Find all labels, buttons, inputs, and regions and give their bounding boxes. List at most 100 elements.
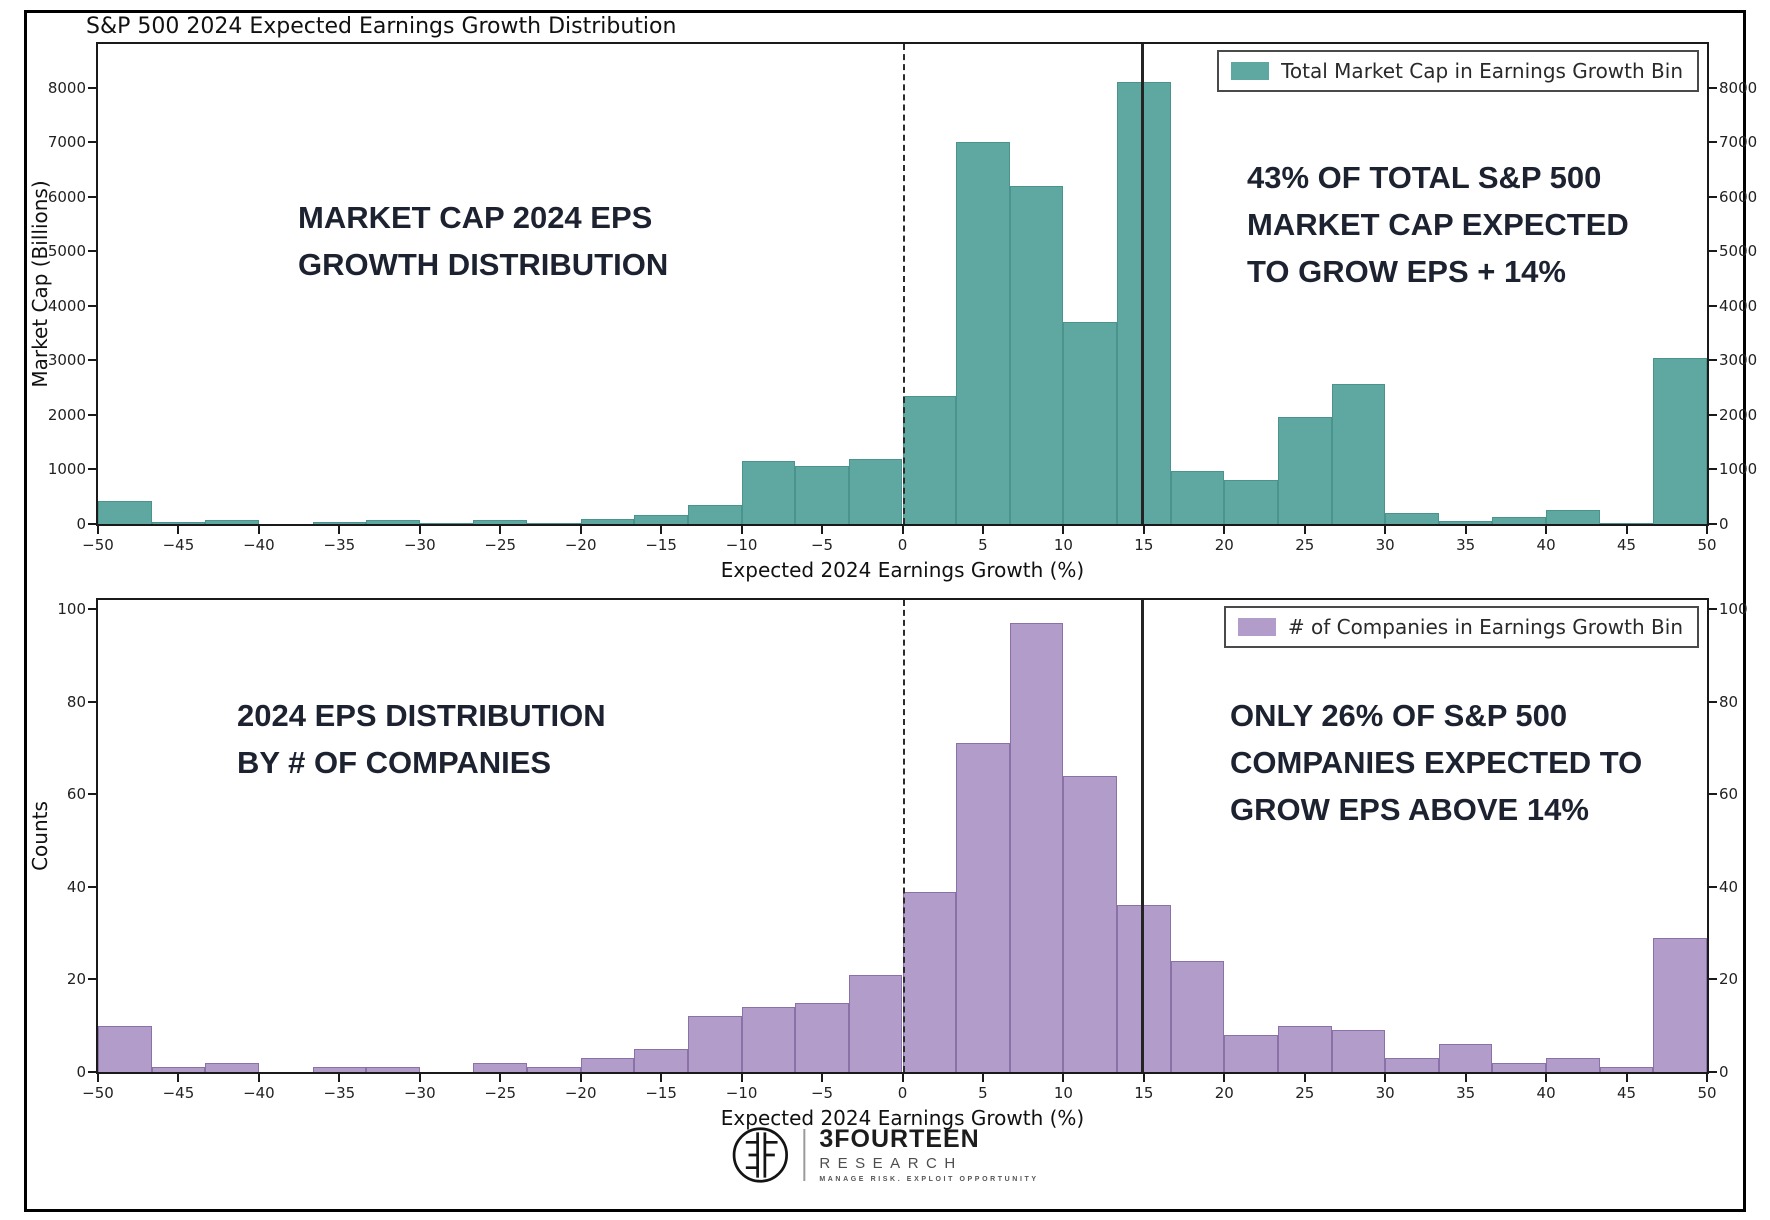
histogram-bar (98, 1025, 152, 1072)
y-tick-label: 80 (66, 692, 86, 711)
x-tick-label: 40 (1536, 1084, 1556, 1102)
y-tick-label: 5000 (1719, 242, 1758, 261)
figure-title: S&P 500 2024 Expected Earnings Growth Di… (86, 14, 677, 39)
y-tick-label: 6000 (47, 187, 86, 206)
y-tick-label: 80 (1719, 692, 1739, 711)
y-axis-title-bottom: Counts (28, 801, 52, 871)
y-tick (1709, 468, 1717, 471)
histogram-bar (1546, 1058, 1600, 1072)
x-tick-label: −20 (564, 536, 597, 554)
y-tick (88, 468, 96, 471)
x-tick (1464, 526, 1467, 534)
y-tick (1709, 250, 1717, 253)
logo-name: 3FOURTEEN (819, 1125, 980, 1153)
x-tick (1706, 1074, 1708, 1082)
y-tick-label: 8000 (47, 78, 86, 97)
y-tick (88, 304, 96, 307)
companies-bars (98, 600, 1707, 1072)
histogram-bar (1653, 937, 1707, 1072)
y-tick-label: 6000 (1719, 187, 1758, 206)
x-tick-label: −40 (243, 536, 275, 554)
histogram-bar (1224, 1034, 1278, 1072)
y-tick (88, 359, 96, 362)
y-tick-label: 7000 (1719, 133, 1758, 152)
y-tick-label: 3000 (47, 351, 86, 370)
x-tick (177, 1074, 180, 1082)
logo-tagline: MANAGE RISK. EXPLOIT OPPORTUNITY (819, 1176, 1039, 1183)
histogram-bar (580, 1058, 635, 1072)
x-tick (821, 526, 824, 534)
x-tick (338, 1074, 341, 1082)
y-tick (1709, 141, 1717, 144)
x-tick-label: 50 (1697, 1084, 1717, 1102)
x-tick-label: −30 (403, 536, 436, 554)
x-tick-label: −5 (810, 536, 834, 554)
histogram-bar (902, 395, 957, 524)
histogram-bar (1009, 185, 1064, 524)
x-tick-label: −15 (645, 536, 677, 554)
histogram-bar (312, 522, 367, 524)
y-tick-label: 0 (1719, 515, 1729, 533)
histogram-bar (1224, 480, 1278, 524)
x-tick (1303, 526, 1306, 534)
y-tick-label: 20 (66, 970, 86, 989)
x-tick-label: −25 (484, 1084, 517, 1102)
x-tick-label: 20 (1214, 536, 1234, 554)
x-tick (97, 1074, 99, 1082)
histogram-bar (956, 743, 1010, 1072)
x-tick-label: −40 (243, 1084, 275, 1102)
histogram-bar (473, 1062, 528, 1072)
histogram-bar (1117, 905, 1171, 1072)
purple-legend-swatch (1237, 618, 1276, 636)
x-tick (1706, 526, 1708, 534)
y-tick-label: 100 (57, 600, 86, 619)
y-tick-label: 4000 (47, 296, 86, 315)
x-tick (257, 1074, 260, 1082)
x-tick-label: 15 (1134, 536, 1154, 554)
x-tick (1062, 526, 1065, 534)
x-tick-label: 5 (978, 1084, 988, 1102)
histogram-bar (1277, 1025, 1332, 1072)
y-tick (88, 250, 96, 253)
histogram-bar (1492, 1062, 1547, 1072)
x-tick-label: −30 (403, 1084, 436, 1102)
histogram-bar (848, 974, 903, 1072)
histogram-bar (1438, 520, 1493, 524)
x-tick (1142, 1074, 1145, 1082)
x-tick-label: −35 (323, 536, 356, 554)
companies-legend-label: # of Companies in Earnings Growth Bin (1287, 615, 1683, 639)
x-tick (579, 1074, 582, 1082)
x-tick-label: 30 (1375, 1084, 1395, 1102)
market-cap-legend: Total Market Cap in Earnings Growth Bin (1217, 50, 1699, 92)
y-tick (88, 608, 96, 611)
histogram-bar (1385, 1058, 1439, 1072)
x-tick-label: −50 (82, 1084, 114, 1102)
histogram-bar (366, 520, 420, 524)
y-tick (88, 141, 96, 144)
histogram-bar (151, 1067, 206, 1072)
y-tick-label: 3000 (1719, 351, 1758, 370)
histogram-bar (1331, 384, 1386, 524)
3fourteen-logo-icon (732, 1127, 788, 1183)
histogram-bar (1009, 623, 1064, 1072)
histogram-bar (1170, 960, 1225, 1072)
x-tick-label: 15 (1134, 1084, 1154, 1102)
x-axis-title-top: Expected 2024 Earnings Growth (%) (720, 558, 1085, 582)
y-tick (1709, 885, 1717, 888)
y-tick (88, 413, 96, 416)
x-tick (1062, 1074, 1065, 1082)
y-tick (88, 793, 96, 796)
x-tick (257, 526, 260, 534)
histogram-bar (98, 500, 152, 524)
y-tick (88, 1071, 96, 1073)
companies-annotation-left: 2024 EPS DISTRIBUTION BY # OF COMPANIES (237, 698, 606, 780)
x-tick-label: 40 (1536, 536, 1556, 554)
companies-legend: # of Companies in Earnings Growth Bin (1223, 606, 1699, 648)
x-tick-label: −45 (162, 536, 195, 554)
histogram-bar (1653, 357, 1707, 524)
x-tick-label: 5 (978, 536, 988, 554)
histogram-bar (312, 1067, 367, 1072)
x-tick-label: −25 (484, 536, 517, 554)
x-tick-label: −35 (323, 1084, 356, 1102)
histogram-bar (795, 465, 849, 524)
